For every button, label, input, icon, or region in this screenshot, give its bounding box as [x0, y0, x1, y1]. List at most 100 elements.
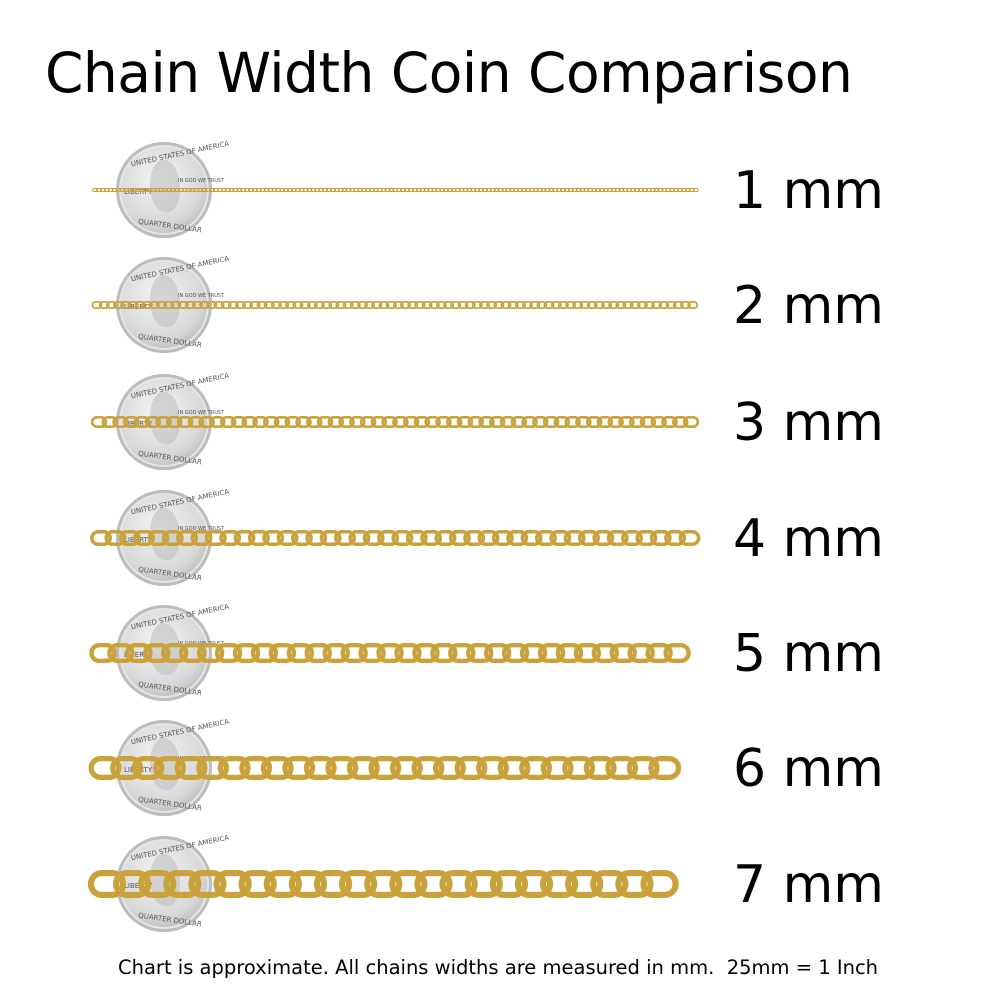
chain-link: [424, 415, 441, 428]
chain-link: [313, 870, 353, 899]
chain-link: [235, 301, 246, 310]
chain-link: [371, 301, 383, 310]
chain-link: [415, 188, 422, 192]
chain-link: [120, 301, 132, 310]
chain-link: [497, 755, 531, 780]
chain-link: [368, 755, 402, 780]
chain-link: [359, 415, 377, 428]
chain-link: [292, 301, 304, 310]
chain-link: [321, 301, 333, 310]
chain-link: [464, 870, 503, 899]
chain-link: [439, 870, 478, 899]
chain-link: [648, 755, 682, 780]
chain-link: [113, 301, 125, 310]
chain-link: [493, 188, 500, 192]
chain-link: [673, 188, 680, 192]
chain-link: [306, 301, 318, 310]
chain-link: [133, 529, 156, 546]
chain-link: [560, 188, 566, 192]
chain-link: [144, 415, 162, 428]
chain-link: [407, 188, 414, 192]
chain-link: [534, 529, 557, 546]
chain-link: [601, 301, 612, 310]
chain-link: [664, 529, 687, 546]
chain-link: [92, 188, 98, 192]
chain-link: [450, 188, 457, 192]
chain-link: [271, 188, 278, 192]
chain-link: [564, 415, 581, 428]
chain-link: [466, 188, 473, 192]
chain-link: [185, 188, 192, 192]
chain-link: [672, 415, 689, 428]
chain-link: [236, 188, 243, 192]
chain-link: [522, 301, 534, 310]
chain-link: [105, 301, 117, 310]
chain-link: [583, 188, 590, 192]
chain-link: [562, 755, 596, 780]
chain-link: [591, 188, 598, 192]
chain-link: [134, 301, 146, 310]
chain-link: [505, 188, 512, 192]
chain-link: [209, 188, 215, 192]
chain-link: [205, 188, 212, 192]
chain-link: [334, 529, 356, 546]
chain-link: [112, 415, 129, 428]
chain-row-5mm: UNITED STATES OF AMERICA LIBERTY IN GOD …: [0, 598, 1000, 708]
chain-row-3mm: UNITED STATES OF AMERICA LIBERTY IN GOD …: [0, 367, 1000, 477]
chain-link: [483, 643, 512, 664]
chain-link: [439, 188, 446, 192]
chain-link: [103, 188, 110, 192]
chain-link: [628, 415, 646, 428]
chain-link: [446, 188, 453, 192]
chain-link: [348, 529, 371, 546]
chain-link: [645, 188, 652, 192]
chain-link: [592, 529, 615, 546]
chain-link: [532, 415, 549, 428]
chain-link: [626, 755, 660, 780]
chain-link: [479, 301, 490, 310]
chain-link: [587, 188, 594, 192]
chain-link: [101, 415, 118, 428]
chain-link: [335, 301, 347, 310]
chain-link: [206, 301, 218, 310]
chain-link: [443, 188, 449, 192]
chain-link: [153, 755, 187, 780]
chain-link: [166, 415, 183, 428]
chain-link: [456, 415, 474, 428]
chain-link: [405, 529, 428, 546]
chain-link: [89, 643, 117, 664]
chain-link: [328, 301, 340, 310]
chain-link: [285, 301, 297, 310]
chain-link: [260, 755, 294, 780]
chain-link: [115, 188, 122, 192]
chain-3mm: [90, 415, 700, 428]
chain-link: [346, 755, 380, 780]
chain-link: [161, 643, 189, 664]
chain-link: [304, 643, 332, 664]
chain-link: [635, 529, 658, 546]
chain-link: [638, 188, 644, 192]
chain-link: [131, 188, 137, 192]
chain-link: [507, 301, 519, 310]
chain-link: [134, 188, 141, 192]
chain-link: [248, 188, 254, 192]
chain-link: [90, 529, 112, 546]
chain-link: [419, 188, 426, 192]
chain-link: [141, 301, 153, 310]
chain-link: [536, 301, 548, 310]
chain-link: [278, 301, 290, 310]
width-label: 1 mm: [733, 161, 884, 221]
chain-link: [329, 188, 336, 192]
chain-link: [682, 415, 700, 428]
chain-link: [299, 301, 311, 310]
chain-link: [170, 188, 176, 192]
chain-link: [345, 188, 352, 192]
chain-link: [542, 415, 560, 428]
chain-link: [91, 301, 103, 310]
chain-link: [325, 755, 359, 780]
chain-link: [338, 870, 378, 899]
chain-link: [163, 870, 202, 899]
chain-link: [641, 188, 648, 192]
chain-link: [173, 188, 180, 192]
chain-link: [368, 188, 375, 192]
